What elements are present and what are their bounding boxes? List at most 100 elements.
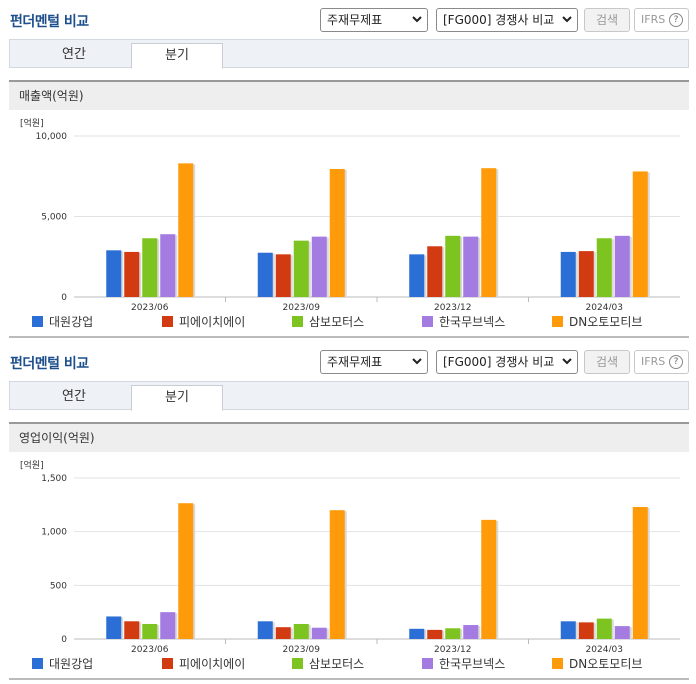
fundamental-compare-panel-sales: 펀더멘털 비교 주재무제표 [FG000] 경쟁사 비교 검색 IFRS ? 연… xyxy=(9,8,689,338)
bar xyxy=(578,251,594,297)
y-axis-unit-label: [억원] xyxy=(20,117,44,129)
search-button[interactable]: 검색 xyxy=(584,350,630,374)
compare-group-value: [FG000] 경쟁사 비교 xyxy=(443,13,555,27)
y-tick-label: 5,000 xyxy=(41,213,67,223)
compare-group-select[interactable]: [FG000] 경쟁사 비교 xyxy=(436,8,578,32)
y-tick-label: 0 xyxy=(61,293,67,303)
bar xyxy=(311,236,327,297)
bar xyxy=(614,235,630,297)
chevron-down-icon xyxy=(412,358,422,365)
bar xyxy=(275,254,291,297)
legend-swatch xyxy=(32,316,43,327)
legend-item[interactable]: DN오토모티브 xyxy=(552,313,642,330)
x-tick-label: 2023/09 xyxy=(283,645,321,652)
panel-title: 펀더멘털 비교 xyxy=(10,356,89,372)
legend-item[interactable]: 대원강업 xyxy=(32,313,93,330)
legend-item[interactable]: 피에이치에이 xyxy=(162,655,245,672)
bar xyxy=(632,171,648,297)
chevron-down-icon xyxy=(562,16,572,23)
bar xyxy=(178,503,194,639)
bar xyxy=(560,621,576,639)
bar xyxy=(329,169,345,297)
ifrs-help-button[interactable]: IFRS ? xyxy=(634,8,689,32)
legend-label: 삼보모터스 xyxy=(309,315,365,329)
period-tab-bar: 연간 분기 xyxy=(9,381,689,411)
statement-type-select[interactable]: 주재무제표 xyxy=(320,8,428,32)
chart-title: 매출액(억원) xyxy=(9,80,689,110)
x-tick-label: 2023/06 xyxy=(131,303,169,310)
bar xyxy=(632,506,648,639)
tab-annual[interactable]: 연간 xyxy=(62,47,86,62)
y-tick-label: 0 xyxy=(61,635,67,645)
bar xyxy=(409,254,425,297)
bar xyxy=(106,616,122,639)
legend-item[interactable]: 한국무브넥스 xyxy=(422,655,505,672)
bar xyxy=(463,236,479,297)
bar xyxy=(481,168,497,297)
legend-swatch xyxy=(292,316,303,327)
legend-item[interactable]: 삼보모터스 xyxy=(292,313,364,330)
bar xyxy=(160,612,176,639)
legend-swatch xyxy=(552,316,563,327)
legend-item[interactable]: DN오토모티브 xyxy=(552,655,642,672)
legend-swatch xyxy=(552,658,563,669)
legend-swatch xyxy=(422,316,433,327)
panel-title: 펀더멘털 비교 xyxy=(10,14,89,30)
x-tick-label: 2023/06 xyxy=(131,645,169,652)
legend-label: 한국무브넥스 xyxy=(439,657,506,671)
x-tick-label: 2023/12 xyxy=(434,303,471,310)
y-tick-label: 1,000 xyxy=(41,528,67,538)
chart-legend: 대원강업 피에이치에이 삼보모터스 한국무브넥스 DN오토모티브 xyxy=(32,313,672,329)
chevron-down-icon xyxy=(562,358,572,365)
help-icon: ? xyxy=(669,13,683,27)
help-icon: ? xyxy=(669,355,683,369)
y-tick-label: 500 xyxy=(50,581,67,591)
chart-title: 영업이익(억원) xyxy=(9,422,689,452)
legend-item[interactable]: 피에이치에이 xyxy=(162,313,245,330)
bar xyxy=(445,235,461,297)
legend-label: 피에이치에이 xyxy=(179,657,246,671)
y-tick-label: 10,000 xyxy=(36,132,68,142)
legend-item[interactable]: 한국무브넥스 xyxy=(422,313,505,330)
bar xyxy=(257,252,273,297)
tab-quarterly[interactable]: 분기 xyxy=(131,43,223,69)
legend-swatch xyxy=(162,316,173,327)
legend-label: 삼보모터스 xyxy=(309,657,365,671)
x-tick-label: 2023/09 xyxy=(283,303,321,310)
period-tab-bar: 연간 분기 xyxy=(9,39,689,69)
bar xyxy=(614,626,630,639)
bar xyxy=(124,251,140,297)
legend-item[interactable]: 삼보모터스 xyxy=(292,655,364,672)
bar xyxy=(481,519,497,639)
legend-swatch xyxy=(32,658,43,669)
operating-profit-bar-chart: [억원] 0 500 1,000 1,500 2023/06 2023/09 2023/12 2… xyxy=(20,459,680,652)
compare-group-select[interactable]: [FG000] 경쟁사 비교 xyxy=(436,350,578,374)
legend-item[interactable]: 대원강업 xyxy=(32,655,93,672)
bar xyxy=(427,629,443,639)
statement-type-value: 주재무제표 xyxy=(327,355,383,369)
legend-label: 한국무브넥스 xyxy=(439,315,506,329)
x-tick-label: 2024/03 xyxy=(586,645,623,652)
bar xyxy=(257,621,273,639)
tab-annual[interactable]: 연간 xyxy=(62,389,86,404)
legend-swatch xyxy=(292,658,303,669)
compare-group-value: [FG000] 경쟁사 비교 xyxy=(443,355,555,369)
x-tick-label: 2024/03 xyxy=(586,303,623,310)
bar xyxy=(560,251,576,297)
statement-type-select[interactable]: 주재무제표 xyxy=(320,350,428,374)
legend-label: 피에이치에이 xyxy=(179,315,246,329)
bar xyxy=(106,250,122,297)
bar xyxy=(578,622,594,639)
legend-swatch xyxy=(162,658,173,669)
search-button[interactable]: 검색 xyxy=(584,8,630,32)
panel-divider xyxy=(9,336,689,338)
ifrs-label: IFRS xyxy=(641,13,666,26)
bar xyxy=(124,621,140,639)
ifrs-help-button[interactable]: IFRS ? xyxy=(634,350,689,374)
bar xyxy=(409,628,425,639)
bar xyxy=(596,618,612,639)
tab-quarterly[interactable]: 분기 xyxy=(131,385,223,411)
bar xyxy=(142,623,158,639)
statement-type-value: 주재무제표 xyxy=(327,13,383,27)
bar xyxy=(142,238,158,297)
